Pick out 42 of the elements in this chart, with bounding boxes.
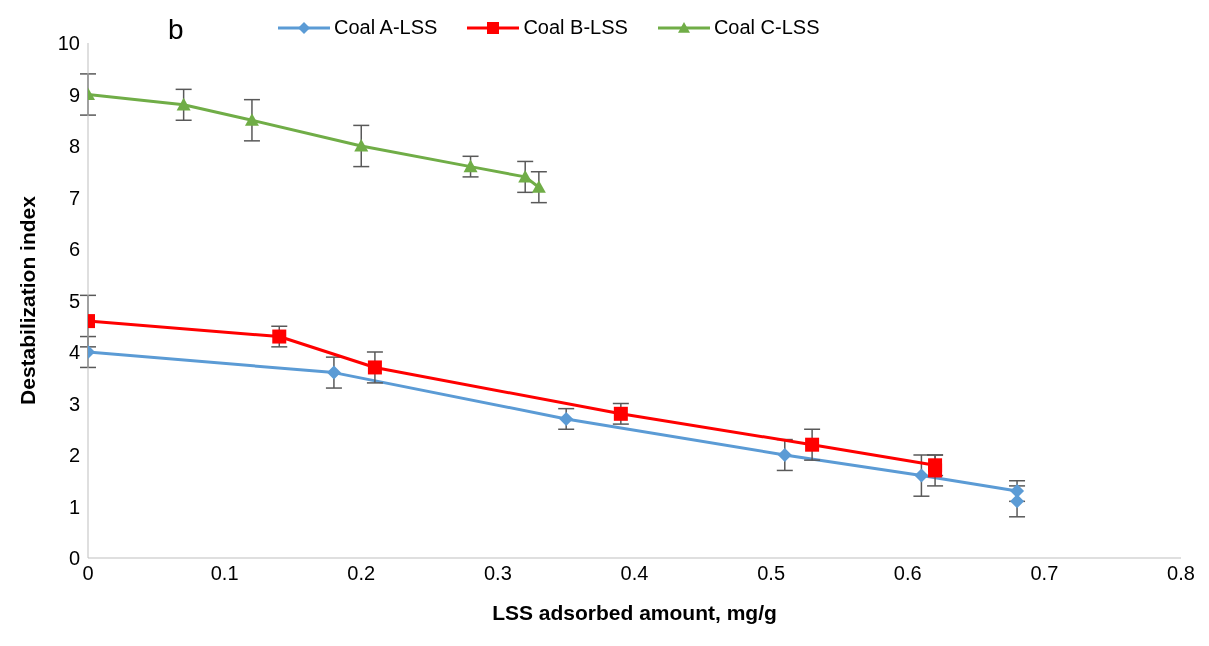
point (354, 139, 369, 152)
point (559, 411, 574, 426)
x-tick-label: 0.4 (620, 562, 649, 585)
annotation: b (168, 14, 184, 46)
y-tick-label: 5 (68, 289, 80, 312)
x-axis-title: LSS adsorbed amount, mg/g (492, 601, 777, 624)
x-tick-label: 0.6 (893, 562, 922, 585)
y-tick-label: 8 (68, 135, 80, 158)
x-tick-label: 0.7 (1030, 562, 1059, 585)
legend-label: Coal C-LSS (713, 16, 820, 39)
x-tick-label: 0 (82, 562, 94, 585)
x-tick-label: 0.2 (347, 562, 376, 585)
point (176, 97, 191, 111)
point (518, 169, 533, 183)
y-tick-label: 2 (68, 444, 80, 467)
point (928, 463, 943, 478)
legend-label: Coal B-LSS (523, 16, 628, 39)
point (805, 437, 820, 452)
y-axis-title: Destabilization index (16, 195, 40, 405)
y-tick-label: 6 (68, 238, 80, 261)
legend-label: Coal A-LSS (334, 16, 438, 39)
y-tick-label: 4 (68, 341, 80, 364)
y-tick-label: 3 (68, 392, 80, 415)
y-tick-label: 1 (68, 495, 80, 518)
point (367, 360, 382, 375)
point (1010, 494, 1025, 509)
point (613, 406, 628, 421)
x-tick-label: 0.1 (210, 562, 239, 585)
y-tick-label: 7 (68, 186, 80, 209)
point (272, 329, 287, 344)
x-tick-label: 0.8 (1167, 562, 1195, 585)
point (914, 468, 929, 483)
y-tick-label: 0 (68, 547, 80, 570)
y-tick-label: 10 (57, 32, 80, 55)
point (463, 159, 478, 173)
x-tick-label: 0.5 (757, 562, 786, 585)
point (777, 448, 792, 462)
y-tick-label: 9 (68, 83, 80, 106)
point (244, 113, 259, 126)
point (531, 180, 546, 193)
point (326, 365, 341, 380)
x-tick-label: 0.3 (483, 562, 512, 585)
